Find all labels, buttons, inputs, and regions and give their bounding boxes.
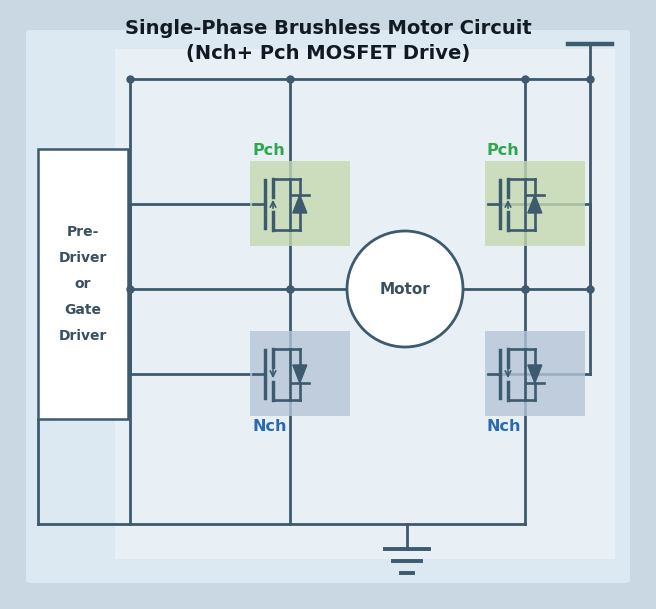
Text: Pch: Pch [252,143,285,158]
Circle shape [347,231,463,347]
Text: Single-Phase Brushless Motor Circuit: Single-Phase Brushless Motor Circuit [125,19,531,38]
Text: Pch: Pch [487,143,520,158]
Text: Driver: Driver [59,329,107,343]
Text: Nch: Nch [487,419,522,434]
FancyBboxPatch shape [485,161,585,246]
Polygon shape [293,365,307,383]
FancyBboxPatch shape [485,331,585,416]
FancyBboxPatch shape [250,161,350,246]
Polygon shape [528,365,542,383]
Text: Driver: Driver [59,251,107,265]
FancyBboxPatch shape [115,49,615,559]
FancyBboxPatch shape [26,30,630,583]
Polygon shape [293,195,307,213]
FancyBboxPatch shape [38,149,128,419]
Text: or: or [75,277,91,291]
Polygon shape [528,195,542,213]
FancyBboxPatch shape [250,331,350,416]
Text: Gate: Gate [64,303,102,317]
Text: (Nch+ Pch MOSFET Drive): (Nch+ Pch MOSFET Drive) [186,44,470,63]
Text: Nch: Nch [252,419,287,434]
Text: Motor: Motor [380,281,430,297]
Text: Pre-: Pre- [67,225,99,239]
